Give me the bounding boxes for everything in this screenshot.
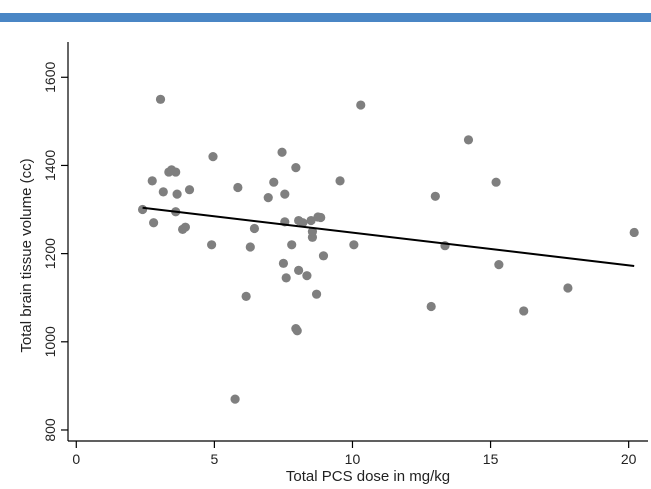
data-point (137, 204, 148, 215)
y-tick-label: 1400 (42, 150, 58, 181)
y-tick-label: 1200 (42, 238, 58, 269)
data-point (356, 100, 366, 110)
data-point (147, 176, 157, 186)
data-point (349, 240, 359, 250)
data-point (278, 258, 289, 268)
data-point (155, 94, 166, 104)
data-point (302, 271, 312, 281)
data-point (318, 251, 329, 261)
data-point (294, 265, 304, 275)
data-point (563, 283, 573, 293)
data-point (269, 177, 279, 187)
data-point (184, 185, 195, 195)
data-point (172, 189, 182, 199)
data-point (287, 240, 297, 250)
data-point (249, 223, 260, 234)
y-tick-label: 800 (42, 418, 58, 442)
data-point (171, 167, 181, 177)
data-point (208, 152, 218, 162)
data-point (426, 301, 436, 312)
data-point (335, 176, 345, 186)
data-point (158, 187, 168, 197)
x-tick-label: 10 (345, 451, 361, 467)
data-point (233, 182, 243, 193)
data-point (277, 147, 287, 157)
data-point (306, 215, 316, 226)
regression-line (142, 206, 635, 267)
data-point (629, 227, 639, 238)
data-point (307, 226, 318, 237)
x-tick-label: 15 (483, 451, 499, 467)
data-point (463, 135, 474, 145)
data-point (291, 163, 301, 173)
data-point (292, 326, 302, 336)
data-point (430, 191, 440, 201)
header-accent-bar (0, 13, 651, 22)
x-tick-label: 5 (210, 451, 218, 467)
data-point (207, 240, 217, 250)
data-point (491, 177, 501, 187)
x-tick-label: 0 (72, 451, 80, 467)
data-point (180, 222, 190, 232)
data-point (519, 306, 529, 316)
y-axis-label: Total brain tissue volume (cc) (18, 158, 35, 352)
data-point (149, 218, 159, 228)
data-point (245, 242, 255, 252)
y-tick-label: 1000 (42, 326, 58, 357)
y-tick-label: 1600 (42, 61, 58, 92)
data-point (311, 289, 322, 299)
data-point (241, 291, 251, 301)
data-point (316, 212, 326, 223)
y-axis-ticks: 800 1000 1200 1400 1600 (42, 61, 68, 442)
x-tick-label: 20 (621, 451, 637, 467)
data-point (494, 260, 504, 270)
data-point (281, 273, 291, 283)
data-points (137, 94, 639, 404)
x-axis-ticks: 0 5 10 15 20 (72, 441, 637, 467)
data-point (280, 189, 290, 199)
x-axis-label: Total PCS dose in mg/kg (286, 468, 450, 485)
data-point (298, 218, 308, 228)
data-point (263, 193, 273, 203)
data-point (230, 394, 240, 404)
